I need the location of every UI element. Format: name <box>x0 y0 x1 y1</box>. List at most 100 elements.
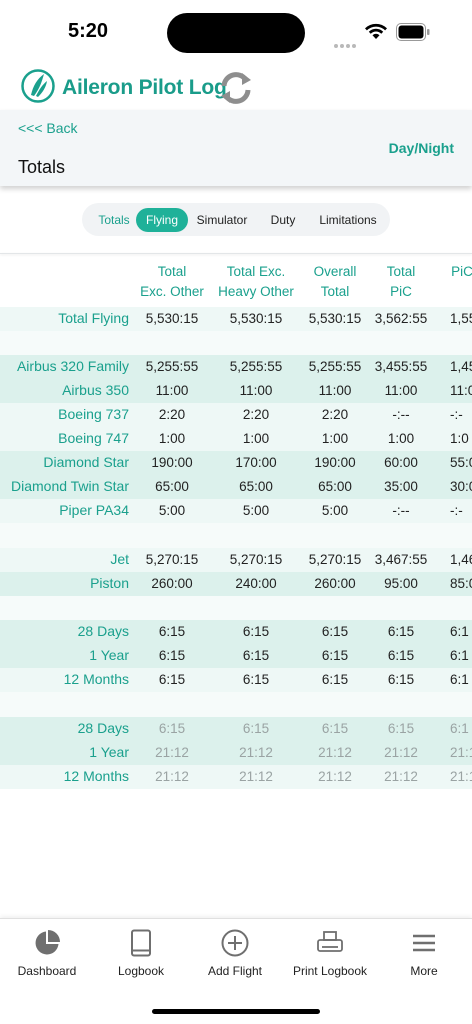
nav-logbook[interactable]: Logbook <box>94 919 188 989</box>
app-header: Aileron Pilot Log <box>0 62 472 110</box>
home-indicator <box>152 1009 320 1014</box>
status-bar: 5:20 <box>0 0 472 62</box>
table-row: Diamond Star 190:00 170:00 190:00 60:00 55:0 <box>0 451 472 475</box>
plus-circle-icon <box>221 929 249 957</box>
table-cell: 2:20 <box>321 407 349 422</box>
column-header-line: Overall <box>313 264 357 279</box>
column-header-line: Heavy Other <box>218 284 294 299</box>
table-cell: 260:00 <box>151 576 193 591</box>
table-cell: 5:00 <box>242 503 270 518</box>
day-night-toggle[interactable]: Day/Night <box>388 140 454 156</box>
table-cell: 6:15 <box>242 672 270 687</box>
table-cell: 11:0 <box>450 383 472 398</box>
page-title: Totals <box>18 157 66 177</box>
table-cell: 6:15 <box>387 648 415 663</box>
table-row: Airbus 350 11:00 11:00 11:00 11:00 11:0 <box>0 379 472 403</box>
book-icon <box>131 929 151 957</box>
wifi-icon <box>365 23 387 39</box>
table-spacer-row <box>0 331 472 355</box>
table-cell: -:- <box>450 407 463 422</box>
table-cell: 6:15 <box>158 648 186 663</box>
printer-icon <box>317 931 343 952</box>
table-cell: 5,270:15 <box>229 552 283 567</box>
status-time: 5:20 <box>68 20 109 42</box>
table-cell: 1:00 <box>321 431 349 446</box>
table-cell: 6:15 <box>321 672 349 687</box>
tab-duty[interactable]: Duty <box>270 213 296 227</box>
table-cell: 1,467: <box>450 552 472 567</box>
row-label: Airbus 350 <box>62 382 129 398</box>
tab-totals[interactable]: Totals <box>98 213 130 227</box>
table-row: Airbus 320 Family 5,255:55 5,255:55 5,255:5… <box>0 355 472 379</box>
table-cell: 21:12 <box>318 769 352 784</box>
table-cell: 1,455 <box>450 359 472 374</box>
table-cell: 1:00 <box>387 431 415 446</box>
table-cell: 65:00 <box>155 479 189 494</box>
table-cell: 21:12 <box>384 745 418 760</box>
tab-flying[interactable]: Flying <box>136 208 188 232</box>
table-cell: 95:00 <box>384 576 418 591</box>
row-label: Total Flying <box>58 310 129 326</box>
row-label: 12 Months <box>63 671 129 687</box>
table-cell: 1,552: <box>450 311 472 326</box>
table-cell: 55:0 <box>450 455 472 470</box>
table-cell: 3,455:55 <box>374 359 428 374</box>
table-cell: 21:1 <box>450 745 472 760</box>
table-row: 12 Months 21:12 21:12 21:12 21:12 21:1 <box>0 765 472 789</box>
sync-icon[interactable] <box>216 68 256 108</box>
table-cell: 6:1 <box>450 624 469 639</box>
back-link[interactable]: <<< Back <box>18 120 78 136</box>
table-cell: 1:0 <box>450 431 469 446</box>
table-cell: 85:0 <box>450 576 472 591</box>
tab-simulator[interactable]: Simulator <box>196 213 248 227</box>
table-cell: 21:12 <box>318 745 352 760</box>
table-row: Boeing 737 2:20 2:20 2:20 -:-- -:- <box>0 403 472 427</box>
table-cell: 21:12 <box>155 769 189 784</box>
dynamic-island <box>167 13 305 53</box>
table-cell: 65:00 <box>318 479 352 494</box>
table-row: 28 Days 6:15 6:15 6:15 6:15 6:1 <box>0 717 472 741</box>
table-cell: 5,255:55 <box>308 359 362 374</box>
table-cell: 21:1 <box>450 769 472 784</box>
tab-limitations[interactable]: Limitations <box>319 213 377 227</box>
column-header: Total Exc. Other <box>112 262 232 302</box>
nav-more[interactable]: More <box>377 919 471 989</box>
nav-print-logbook[interactable]: Print Logbook <box>283 919 377 989</box>
column-header: Total Exc. Heavy Other <box>196 262 316 302</box>
table-cell: 30:0 <box>450 479 472 494</box>
column-header-line: Total Exc. <box>226 264 286 279</box>
table-cell: 11:00 <box>384 383 418 398</box>
bottom-nav: Dashboard Logbook Add Flight Print Logbo… <box>0 918 472 1024</box>
table-cell: 260:00 <box>314 576 356 591</box>
nav-logbook-label: Logbook <box>117 964 165 978</box>
table-cell: -:-- <box>392 407 410 422</box>
table-cell: -:- <box>450 503 463 518</box>
table-row: Diamond Twin Star 65:00 65:00 65:00 35:00 30:… <box>0 475 472 499</box>
table-cell: 21:12 <box>239 769 273 784</box>
table-cell: 190:00 <box>151 455 193 470</box>
table-cell: 6:15 <box>321 648 349 663</box>
nav-print-logbook-label: Print Logbook <box>292 964 368 978</box>
table-spacer-row <box>0 523 472 548</box>
column-header-line: Total <box>157 264 187 279</box>
row-label: Piper PA34 <box>59 502 129 518</box>
table-cell: 6:1 <box>450 672 469 687</box>
table-cell: 6:15 <box>158 721 186 736</box>
table-spacer-row <box>0 692 472 717</box>
table-cell: 240:00 <box>235 576 277 591</box>
menu-icon <box>413 934 435 952</box>
nav-dashboard[interactable]: Dashboard <box>0 919 94 989</box>
table-cell: 6:1 <box>450 648 469 663</box>
nav-dashboard-label: Dashboard <box>17 964 77 978</box>
nav-add-flight[interactable]: Add Flight <box>188 919 282 989</box>
column-header-line: PiC <box>390 284 412 299</box>
column-header: PiC <box>402 262 472 282</box>
table-cell: 3,562:55 <box>374 311 428 326</box>
table-cell: 65:00 <box>239 479 273 494</box>
table-cell: 6:15 <box>387 721 415 736</box>
row-label: Boeing 737 <box>58 406 129 422</box>
table-cell: 11:00 <box>318 383 352 398</box>
table-row: Piston 260:00 240:00 260:00 95:00 85:0 <box>0 572 472 596</box>
table-cell: 5,270:15 <box>308 552 362 567</box>
cellular-signal-icon <box>334 35 358 53</box>
